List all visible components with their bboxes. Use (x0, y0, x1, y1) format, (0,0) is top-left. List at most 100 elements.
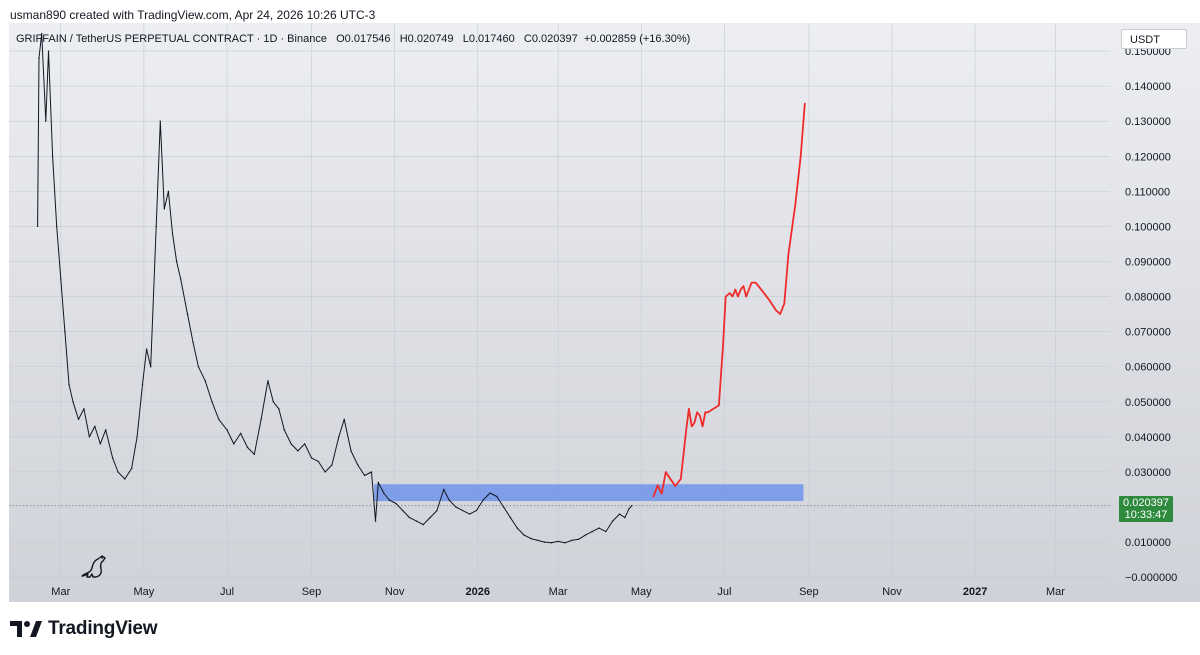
price-point (88, 436, 91, 438)
price-point (303, 443, 306, 445)
price-point (211, 401, 213, 403)
chart-credit: usman890 created with TradingView.com, A… (10, 8, 376, 22)
price-point (550, 542, 553, 544)
price-point (489, 492, 491, 494)
x-tick-label: Mar (549, 586, 568, 598)
price-point (618, 513, 621, 515)
price-point (496, 495, 498, 498)
price-point (357, 464, 359, 466)
chart-pane[interactable] (9, 23, 1120, 602)
price-line[interactable] (37, 33, 633, 544)
price-point (246, 446, 249, 449)
price-point (605, 530, 607, 533)
last-price-value: 0.020397 (1123, 497, 1169, 509)
price-point (415, 520, 418, 522)
price-point (267, 380, 269, 382)
y-tick-label: 0.130000 (1125, 116, 1171, 128)
price-point (611, 520, 614, 522)
price-point (516, 527, 518, 529)
price-point (283, 429, 285, 431)
y-tick-label: 0.120000 (1125, 151, 1171, 163)
x-tick-label: 2027 (963, 586, 987, 598)
footer-brand[interactable]: TradingView (10, 618, 158, 640)
price-point (448, 499, 450, 501)
price-point (482, 499, 484, 501)
price-point (51, 155, 54, 157)
price-point (145, 348, 148, 350)
y-tick-label: −0.000000 (1125, 572, 1177, 584)
price-point (163, 208, 166, 210)
price-point (171, 232, 174, 235)
price-point (584, 534, 587, 536)
last-price-tag: 0.020397 10:33:47 (1119, 496, 1173, 522)
x-tick-label: Nov (882, 586, 902, 598)
price-point (117, 471, 119, 473)
price-point (598, 527, 600, 529)
price-point (38, 57, 40, 59)
y-tick-label: 0.100000 (1125, 221, 1171, 233)
price-point (278, 408, 280, 410)
price-point (624, 516, 626, 519)
y-tick-label: 0.090000 (1125, 257, 1171, 269)
price-point (45, 120, 47, 122)
zone-layer (9, 484, 1110, 507)
price-point (331, 464, 333, 466)
price-point (363, 474, 366, 477)
price-point (204, 380, 206, 382)
price-series (36, 32, 633, 544)
legend-open: O0.017546 (336, 33, 391, 45)
price-point (99, 443, 101, 445)
brand-name: TradingView (48, 618, 158, 639)
y-tick-label: 0.080000 (1125, 292, 1171, 304)
price-point (388, 499, 390, 501)
price-point (41, 32, 43, 35)
price-point (377, 481, 379, 484)
y-tick-label: 0.050000 (1125, 397, 1171, 409)
support-zone[interactable] (374, 484, 804, 502)
price-point (141, 383, 144, 385)
price-point (175, 260, 178, 263)
price-point (105, 429, 107, 431)
price-point (395, 502, 397, 505)
price-point (36, 225, 39, 228)
x-axis-ticks: Mar May Jul Sep Nov 2026 Mar May Jul Sep Nov 2027 Ma… (51, 586, 1065, 598)
price-point (557, 540, 559, 543)
price-point (272, 401, 275, 403)
price-point (226, 429, 228, 431)
price-point (631, 504, 633, 507)
legend-high: H0.020749 (399, 33, 454, 45)
currency-button[interactable]: USDT (1121, 29, 1187, 49)
x-tick-label: Sep (302, 586, 322, 598)
y-tick-label: 0.030000 (1125, 467, 1171, 479)
price-point (150, 366, 152, 368)
price-point (260, 418, 262, 421)
price-point (60, 278, 62, 280)
price-point (502, 506, 505, 508)
price-point (523, 534, 525, 536)
price-point (455, 506, 457, 508)
price-point (543, 541, 546, 543)
price-point (422, 523, 424, 526)
price-point (124, 478, 126, 480)
price-point (130, 467, 133, 470)
x-tick-label: May (134, 586, 155, 598)
x-tick-label: 2026 (466, 586, 490, 598)
price-point (197, 366, 200, 368)
price-point (297, 450, 299, 452)
price-point (475, 509, 478, 512)
price-point (77, 418, 80, 421)
price-point (577, 538, 580, 541)
legend-low: L0.017460 (462, 33, 515, 45)
x-tick-label: Sep (799, 586, 819, 598)
projection-line[interactable] (652, 102, 806, 498)
price-point (47, 50, 50, 52)
price-point (429, 516, 431, 519)
legend-change: +0.002859 (+16.30%) (583, 33, 691, 45)
price-point (192, 341, 194, 343)
bar-countdown: 10:33:47 (1124, 509, 1168, 521)
price-point (324, 471, 326, 473)
price-point (383, 492, 385, 494)
symbol-legend: GRIFFAIN / TetherUS PERPETUAL CONTRACT ·… (16, 33, 690, 45)
price-point (239, 432, 242, 435)
